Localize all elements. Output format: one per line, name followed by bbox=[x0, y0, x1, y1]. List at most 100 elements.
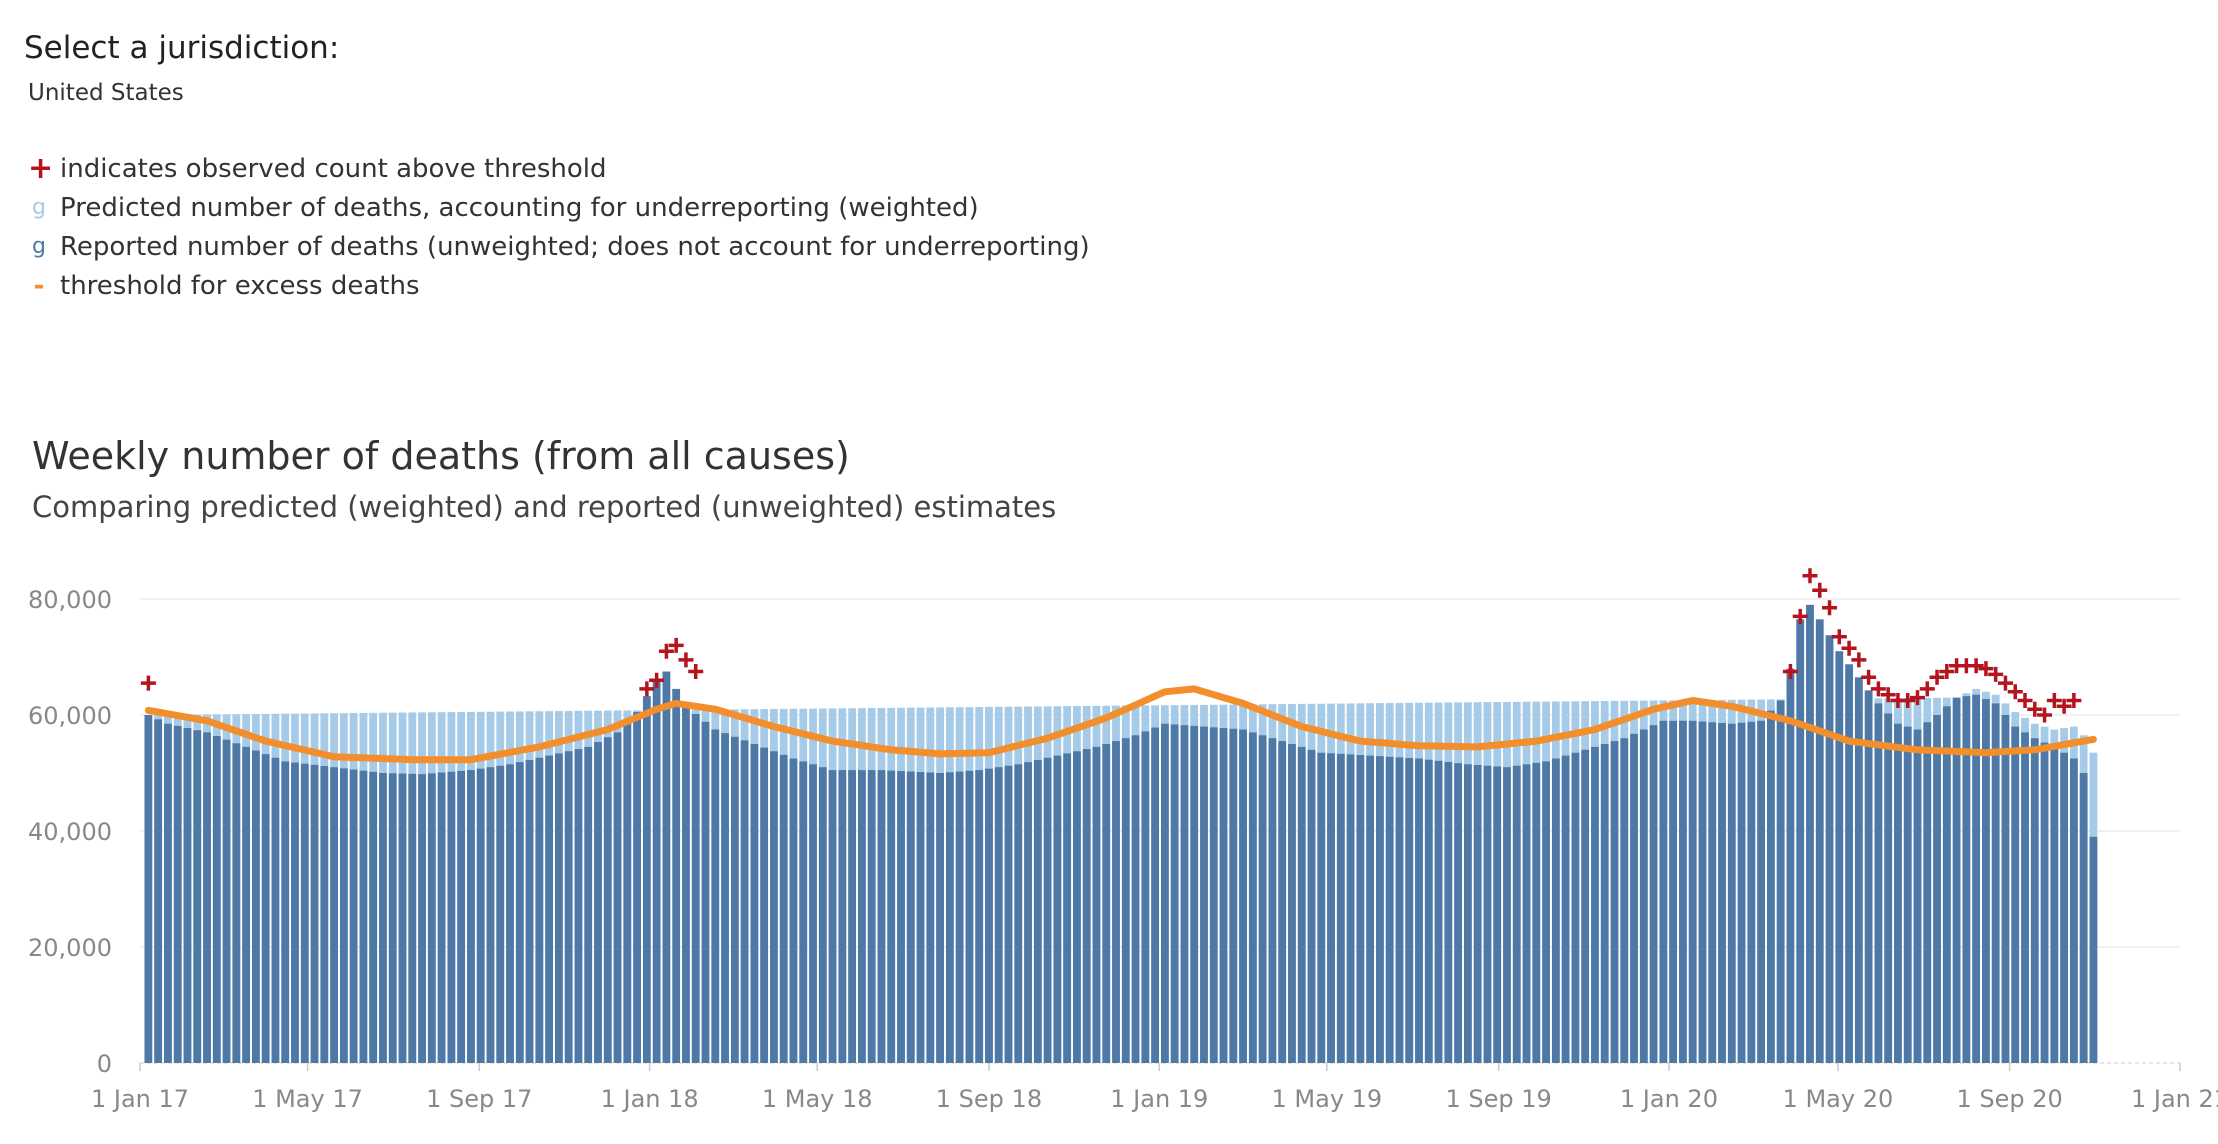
reported-bar[interactable] bbox=[369, 771, 378, 1063]
reported-bar[interactable] bbox=[994, 767, 1003, 1063]
reported-bar[interactable] bbox=[467, 770, 475, 1063]
reported-bar[interactable] bbox=[2030, 738, 2039, 1063]
reported-bar[interactable] bbox=[1151, 727, 1160, 1063]
reported-bar[interactable] bbox=[1854, 677, 1863, 1063]
above-threshold-marker[interactable] bbox=[1919, 681, 1935, 697]
reported-bar[interactable] bbox=[1512, 765, 1521, 1063]
above-threshold-marker[interactable] bbox=[658, 643, 674, 659]
reported-bar[interactable] bbox=[1688, 720, 1697, 1063]
reported-bar[interactable] bbox=[251, 750, 260, 1063]
reported-bar[interactable] bbox=[887, 770, 896, 1063]
reported-bar[interactable] bbox=[212, 736, 221, 1063]
reported-bar[interactable] bbox=[799, 761, 808, 1063]
reported-bar[interactable] bbox=[1200, 726, 1208, 1063]
reported-bar[interactable] bbox=[857, 770, 866, 1063]
reported-bar[interactable] bbox=[1366, 755, 1375, 1063]
reported-bar[interactable] bbox=[1395, 757, 1404, 1063]
reported-bar[interactable] bbox=[525, 759, 534, 1063]
reported-bar[interactable] bbox=[1004, 765, 1013, 1063]
reported-bar[interactable] bbox=[164, 723, 172, 1063]
above-threshold-marker[interactable] bbox=[1782, 664, 1798, 679]
reported-bar[interactable] bbox=[1542, 761, 1550, 1063]
above-threshold-marker[interactable] bbox=[688, 664, 704, 679]
reported-bar[interactable] bbox=[1268, 738, 1277, 1063]
reported-bar[interactable] bbox=[848, 770, 857, 1063]
above-threshold-marker[interactable] bbox=[1968, 658, 1984, 674]
reported-bar[interactable] bbox=[1571, 752, 1580, 1063]
reported-bar[interactable] bbox=[183, 728, 192, 1063]
reported-bar[interactable] bbox=[633, 712, 641, 1063]
reported-bar[interactable] bbox=[291, 762, 299, 1063]
reported-bar[interactable] bbox=[1063, 753, 1072, 1063]
reported-bar[interactable] bbox=[349, 769, 358, 1063]
reported-bar[interactable] bbox=[310, 764, 319, 1063]
reported-bar[interactable] bbox=[2060, 752, 2069, 1063]
reported-bar[interactable] bbox=[1053, 755, 1062, 1063]
reported-bar[interactable] bbox=[554, 753, 563, 1063]
reported-bar[interactable] bbox=[1131, 735, 1140, 1063]
above-threshold-marker[interactable] bbox=[1988, 666, 2004, 682]
reported-bar[interactable] bbox=[1747, 721, 1756, 1063]
reported-bar[interactable] bbox=[2021, 732, 2029, 1063]
reported-bar[interactable] bbox=[261, 754, 270, 1063]
reported-bar[interactable] bbox=[1170, 724, 1179, 1063]
reported-bar[interactable] bbox=[789, 758, 798, 1064]
reported-bar[interactable] bbox=[330, 767, 338, 1063]
reported-bar[interactable] bbox=[1258, 735, 1267, 1063]
reported-bar[interactable] bbox=[1024, 762, 1032, 1063]
reported-bar[interactable] bbox=[1415, 758, 1423, 1064]
above-threshold-marker[interactable] bbox=[639, 681, 655, 697]
reported-bar[interactable] bbox=[418, 774, 426, 1063]
reported-bar[interactable] bbox=[398, 773, 407, 1063]
reported-bar[interactable] bbox=[1708, 722, 1717, 1063]
reported-bar[interactable] bbox=[867, 770, 876, 1063]
reported-bar[interactable] bbox=[564, 751, 573, 1063]
reported-bar[interactable] bbox=[642, 696, 651, 1063]
reported-bar[interactable] bbox=[701, 721, 710, 1063]
reported-bar[interactable] bbox=[1317, 752, 1326, 1063]
reported-bar[interactable] bbox=[1278, 741, 1287, 1063]
reported-bar[interactable] bbox=[339, 768, 348, 1063]
reported-bar[interactable] bbox=[809, 764, 817, 1063]
reported-bar[interactable] bbox=[945, 772, 954, 1063]
reported-bar[interactable] bbox=[2089, 836, 2098, 1063]
reported-bar[interactable] bbox=[1796, 619, 1805, 1063]
reported-bar[interactable] bbox=[1698, 721, 1707, 1063]
reported-bar[interactable] bbox=[496, 765, 505, 1063]
reported-bar[interactable] bbox=[955, 771, 964, 1063]
reported-bar[interactable] bbox=[1639, 729, 1648, 1064]
reported-bar[interactable] bbox=[1160, 723, 1169, 1063]
reported-bar[interactable] bbox=[1102, 744, 1111, 1063]
reported-bar[interactable] bbox=[1581, 749, 1590, 1063]
reported-bar[interactable] bbox=[1180, 725, 1189, 1063]
reported-bar[interactable] bbox=[1913, 729, 1922, 1064]
reported-bar[interactable] bbox=[388, 773, 397, 1063]
reported-bar[interactable] bbox=[594, 742, 602, 1063]
reported-bar[interactable] bbox=[730, 736, 739, 1063]
reported-bar[interactable] bbox=[300, 763, 309, 1063]
above-threshold-marker[interactable] bbox=[2017, 693, 2033, 708]
above-threshold-marker[interactable] bbox=[1900, 693, 1916, 708]
reported-bar[interactable] bbox=[1219, 728, 1228, 1063]
reported-bar[interactable] bbox=[1297, 746, 1306, 1063]
reported-bar[interactable] bbox=[1483, 765, 1492, 1063]
above-threshold-marker[interactable] bbox=[1831, 629, 1847, 645]
above-threshold-marker[interactable] bbox=[1851, 652, 1867, 668]
reported-bar[interactable] bbox=[1874, 703, 1883, 1063]
reported-bar[interactable] bbox=[1933, 715, 1941, 1063]
reported-bar[interactable] bbox=[1327, 753, 1335, 1063]
reported-bar[interactable] bbox=[1903, 726, 1912, 1063]
reported-bar[interactable] bbox=[1248, 732, 1257, 1063]
reported-bar[interactable] bbox=[1972, 694, 1981, 1063]
reported-bar[interactable] bbox=[1346, 754, 1355, 1063]
reported-bar[interactable] bbox=[1336, 753, 1345, 1063]
reported-bar[interactable] bbox=[1923, 722, 1932, 1063]
reported-bar[interactable] bbox=[1082, 749, 1091, 1063]
reported-bar[interactable] bbox=[838, 770, 847, 1063]
reported-bar[interactable] bbox=[613, 732, 622, 1063]
reported-bar[interactable] bbox=[672, 688, 681, 1063]
reported-bar[interactable] bbox=[985, 768, 993, 1063]
reported-bar[interactable] bbox=[1532, 762, 1541, 1063]
reported-bar[interactable] bbox=[1991, 703, 2000, 1063]
above-threshold-marker[interactable] bbox=[1802, 568, 1818, 584]
